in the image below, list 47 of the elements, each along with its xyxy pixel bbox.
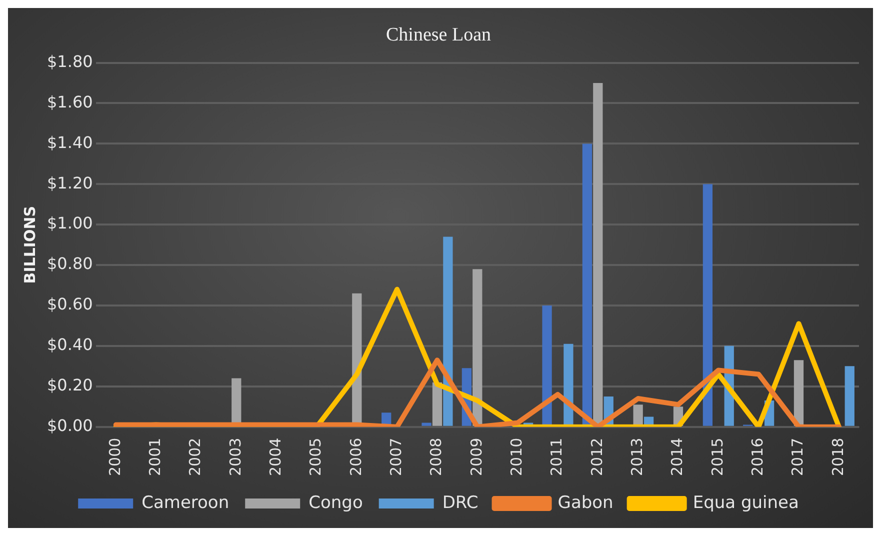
y-tick-label: $0.20 bbox=[46, 376, 93, 395]
chart-title: Chinese Loan bbox=[386, 24, 492, 46]
x-tick-label: 2003 bbox=[226, 438, 244, 476]
y-tick-label: $1.40 bbox=[46, 132, 93, 152]
legend-label: Congo bbox=[308, 492, 363, 513]
y-tick-label: $1.00 bbox=[46, 214, 93, 233]
bar bbox=[542, 305, 552, 426]
x-tick-label: 2009 bbox=[467, 438, 486, 476]
x-tick-label: 2015 bbox=[708, 438, 726, 476]
legend-label: Equa guinea bbox=[692, 492, 799, 513]
legend-label: DRC bbox=[442, 492, 478, 513]
x-tick-label: 2005 bbox=[306, 438, 325, 476]
bar bbox=[593, 83, 603, 426]
x-tick-label: 2002 bbox=[186, 438, 204, 476]
x-tick-label: 2006 bbox=[346, 438, 365, 476]
x-tick-label: 2011 bbox=[548, 438, 566, 476]
bar bbox=[844, 366, 854, 426]
x-tick-label: 2008 bbox=[427, 438, 446, 476]
bar bbox=[472, 269, 482, 426]
y-tick-label: $0.60 bbox=[46, 294, 93, 314]
y-tick-label: $1.80 bbox=[46, 52, 93, 71]
y-tick-label: $1.60 bbox=[46, 92, 93, 112]
y-axis-title: BILLIONS bbox=[20, 206, 39, 284]
x-tick-label: 2007 bbox=[386, 438, 405, 476]
bar bbox=[422, 422, 432, 426]
x-tick-label: 2018 bbox=[828, 438, 847, 476]
bar bbox=[794, 360, 804, 426]
x-tick-label: 2001 bbox=[146, 438, 164, 476]
x-tick-label: 2010 bbox=[507, 438, 526, 476]
bar bbox=[582, 144, 592, 426]
y-tick-label: $1.20 bbox=[46, 173, 93, 192]
bar bbox=[432, 382, 442, 426]
x-tick-label: 2013 bbox=[628, 438, 646, 476]
x-tick-label: 2014 bbox=[668, 438, 686, 476]
x-tick-label: 2017 bbox=[788, 438, 807, 476]
bar bbox=[633, 404, 643, 426]
legend-label: Gabon bbox=[558, 492, 614, 513]
x-tick-label: 2000 bbox=[106, 438, 124, 476]
y-tick-label: $0.40 bbox=[46, 335, 93, 354]
x-tick-label: 2012 bbox=[588, 438, 606, 476]
legend-label: Cameroon bbox=[142, 492, 230, 513]
bar bbox=[702, 184, 713, 426]
y-tick-label: $0.00 bbox=[46, 416, 93, 435]
y-tick-label: $0.80 bbox=[46, 254, 93, 274]
bar bbox=[443, 236, 453, 426]
x-tick-label: 2016 bbox=[748, 438, 766, 476]
x-tick-label: 2004 bbox=[266, 438, 284, 476]
